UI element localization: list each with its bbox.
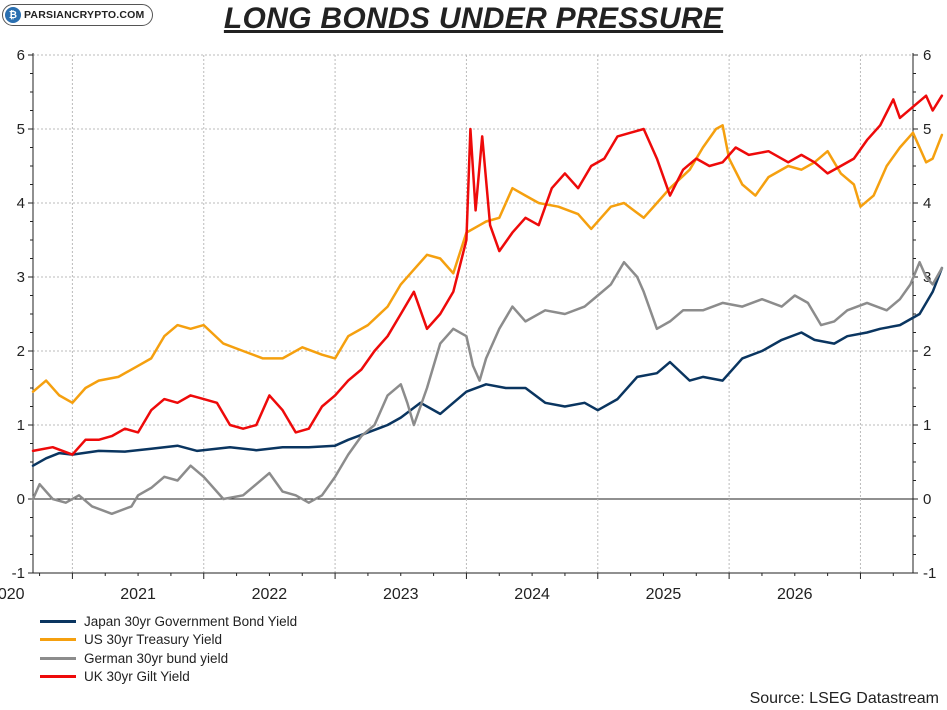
y-tick-label-right: 0 bbox=[923, 491, 931, 508]
legend-swatch bbox=[40, 638, 76, 642]
legend-label: US 30yr Treasury Yield bbox=[84, 632, 223, 648]
x-tick-label: 2023 bbox=[383, 586, 419, 603]
legend: Japan 30yr Government Bond Yield US 30yr … bbox=[40, 612, 297, 686]
parsiancrypto-logo-icon: ₿ bbox=[5, 7, 21, 23]
y-tick-label-left: 2 bbox=[17, 343, 25, 360]
y-tick-label-left: 5 bbox=[17, 121, 25, 138]
legend-item: Japan 30yr Government Bond Yield bbox=[40, 612, 297, 631]
legend-swatch bbox=[40, 619, 76, 623]
y-tick-label-left: 6 bbox=[17, 47, 25, 64]
y-tick-label-left: 0 bbox=[17, 491, 25, 508]
series-line-uk bbox=[31, 94, 944, 456]
legend-label: Japan 30yr Government Bond Yield bbox=[84, 613, 298, 629]
chart-title: LONG BONDS UNDER PRESSURE bbox=[223, 2, 724, 35]
series-line-japan bbox=[31, 266, 944, 467]
y-tick-label-right: 5 bbox=[923, 121, 931, 138]
x-tick-label: 2025 bbox=[646, 586, 682, 603]
y-tick-label-right: 2 bbox=[923, 343, 931, 360]
legend-item: German 30yr bund yield bbox=[40, 649, 297, 668]
y-tick-label-right: 4 bbox=[923, 195, 931, 212]
series-line-us bbox=[31, 124, 944, 405]
x-tick-label: 2026 bbox=[777, 586, 813, 603]
legend-item: US 30yr Treasury Yield bbox=[40, 631, 297, 650]
y-tick-label-right: 6 bbox=[923, 47, 931, 64]
y-tick-label-left: 3 bbox=[17, 269, 25, 286]
y-tick-label-left: -1 bbox=[12, 565, 25, 582]
source-note: Source: LSEG Datastream bbox=[749, 690, 939, 707]
x-tick-label: 2021 bbox=[120, 586, 156, 603]
legend-label: German 30yr bund yield bbox=[84, 650, 229, 666]
series-line-german bbox=[31, 260, 944, 516]
logo: ₿ PARSIANCRYPTO.COM bbox=[2, 4, 154, 26]
legend-label: UK 30yr Gilt Yield bbox=[84, 669, 190, 685]
legend-item: UK 30yr Gilt Yield bbox=[40, 668, 297, 687]
y-tick-label-right: 1 bbox=[923, 417, 931, 434]
line-chart: -1-1001122334455662020202120222023202420… bbox=[0, 47, 944, 603]
x-tick-label: 2024 bbox=[514, 586, 550, 603]
y-tick-label-right: -1 bbox=[923, 565, 936, 582]
legend-swatch bbox=[40, 656, 76, 660]
legend-swatch bbox=[40, 675, 76, 679]
y-tick-label-left: 4 bbox=[17, 195, 25, 212]
y-tick-label-left: 1 bbox=[17, 417, 25, 434]
x-tick-label: 2022 bbox=[252, 586, 288, 603]
logo-text: PARSIANCRYPTO.COM bbox=[24, 9, 145, 21]
